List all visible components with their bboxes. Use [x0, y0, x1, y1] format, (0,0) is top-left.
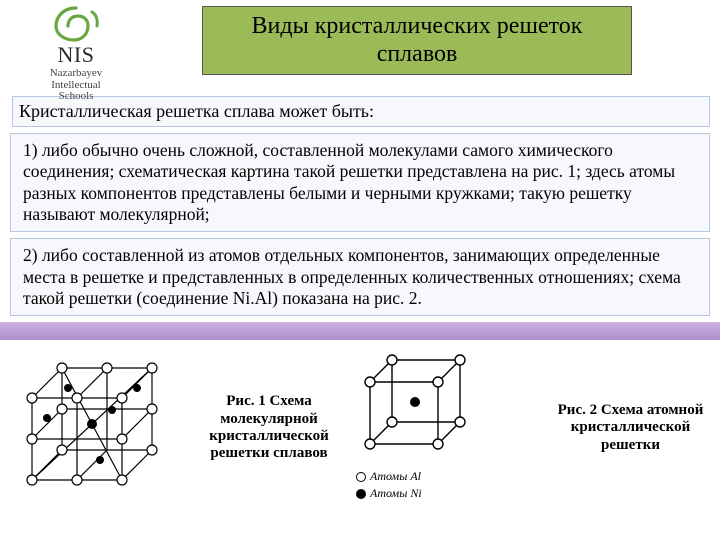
item-2: 2) либо составленной из атомов отдельных… — [10, 238, 710, 316]
title-box: Виды кристаллических решеток сплавов — [202, 6, 632, 75]
logo-name: NIS — [58, 42, 95, 68]
header: NIS Nazarbayev Intellectual Schools Виды… — [0, 0, 720, 90]
figures-row: Рис. 1 Схема молекулярной кристаллическо… — [12, 350, 708, 505]
legend-al: Атомы Al — [370, 469, 421, 484]
item-1: 1) либо обычно очень сложной, составленн… — [10, 133, 710, 232]
figure-2-diagram: Атомы Al Атомы Ni — [356, 350, 476, 501]
item-2-text: 2) либо составленной из атомов отдельных… — [19, 245, 701, 309]
filled-atom-icon — [356, 489, 366, 499]
lattice-molecular-icon — [12, 350, 182, 500]
page-title: Виды кристаллических решеток сплавов — [213, 13, 621, 68]
logo: NIS Nazarbayev Intellectual Schools — [6, 4, 146, 103]
lattice-atomic-icon — [356, 350, 476, 460]
legend-ni: Атомы Ni — [370, 486, 422, 501]
logo-swirl-icon — [48, 4, 104, 44]
figure-1-diagram — [12, 350, 182, 505]
decorative-stripe — [0, 322, 720, 340]
intro-text: Кристаллическая решетка сплава может быт… — [12, 96, 710, 127]
logo-sub1: Nazarbayev — [50, 68, 103, 80]
figure-1-caption: Рис. 1 Схема молекулярной кристаллическо… — [194, 393, 344, 462]
item-1-text: 1) либо обычно очень сложной, составленн… — [19, 140, 701, 225]
open-atom-icon — [356, 472, 366, 482]
figure-2-caption: Рис. 2 Схема атомной кристаллической реш… — [553, 402, 708, 454]
figure-2-legend: Атомы Al Атомы Ni — [356, 465, 476, 501]
